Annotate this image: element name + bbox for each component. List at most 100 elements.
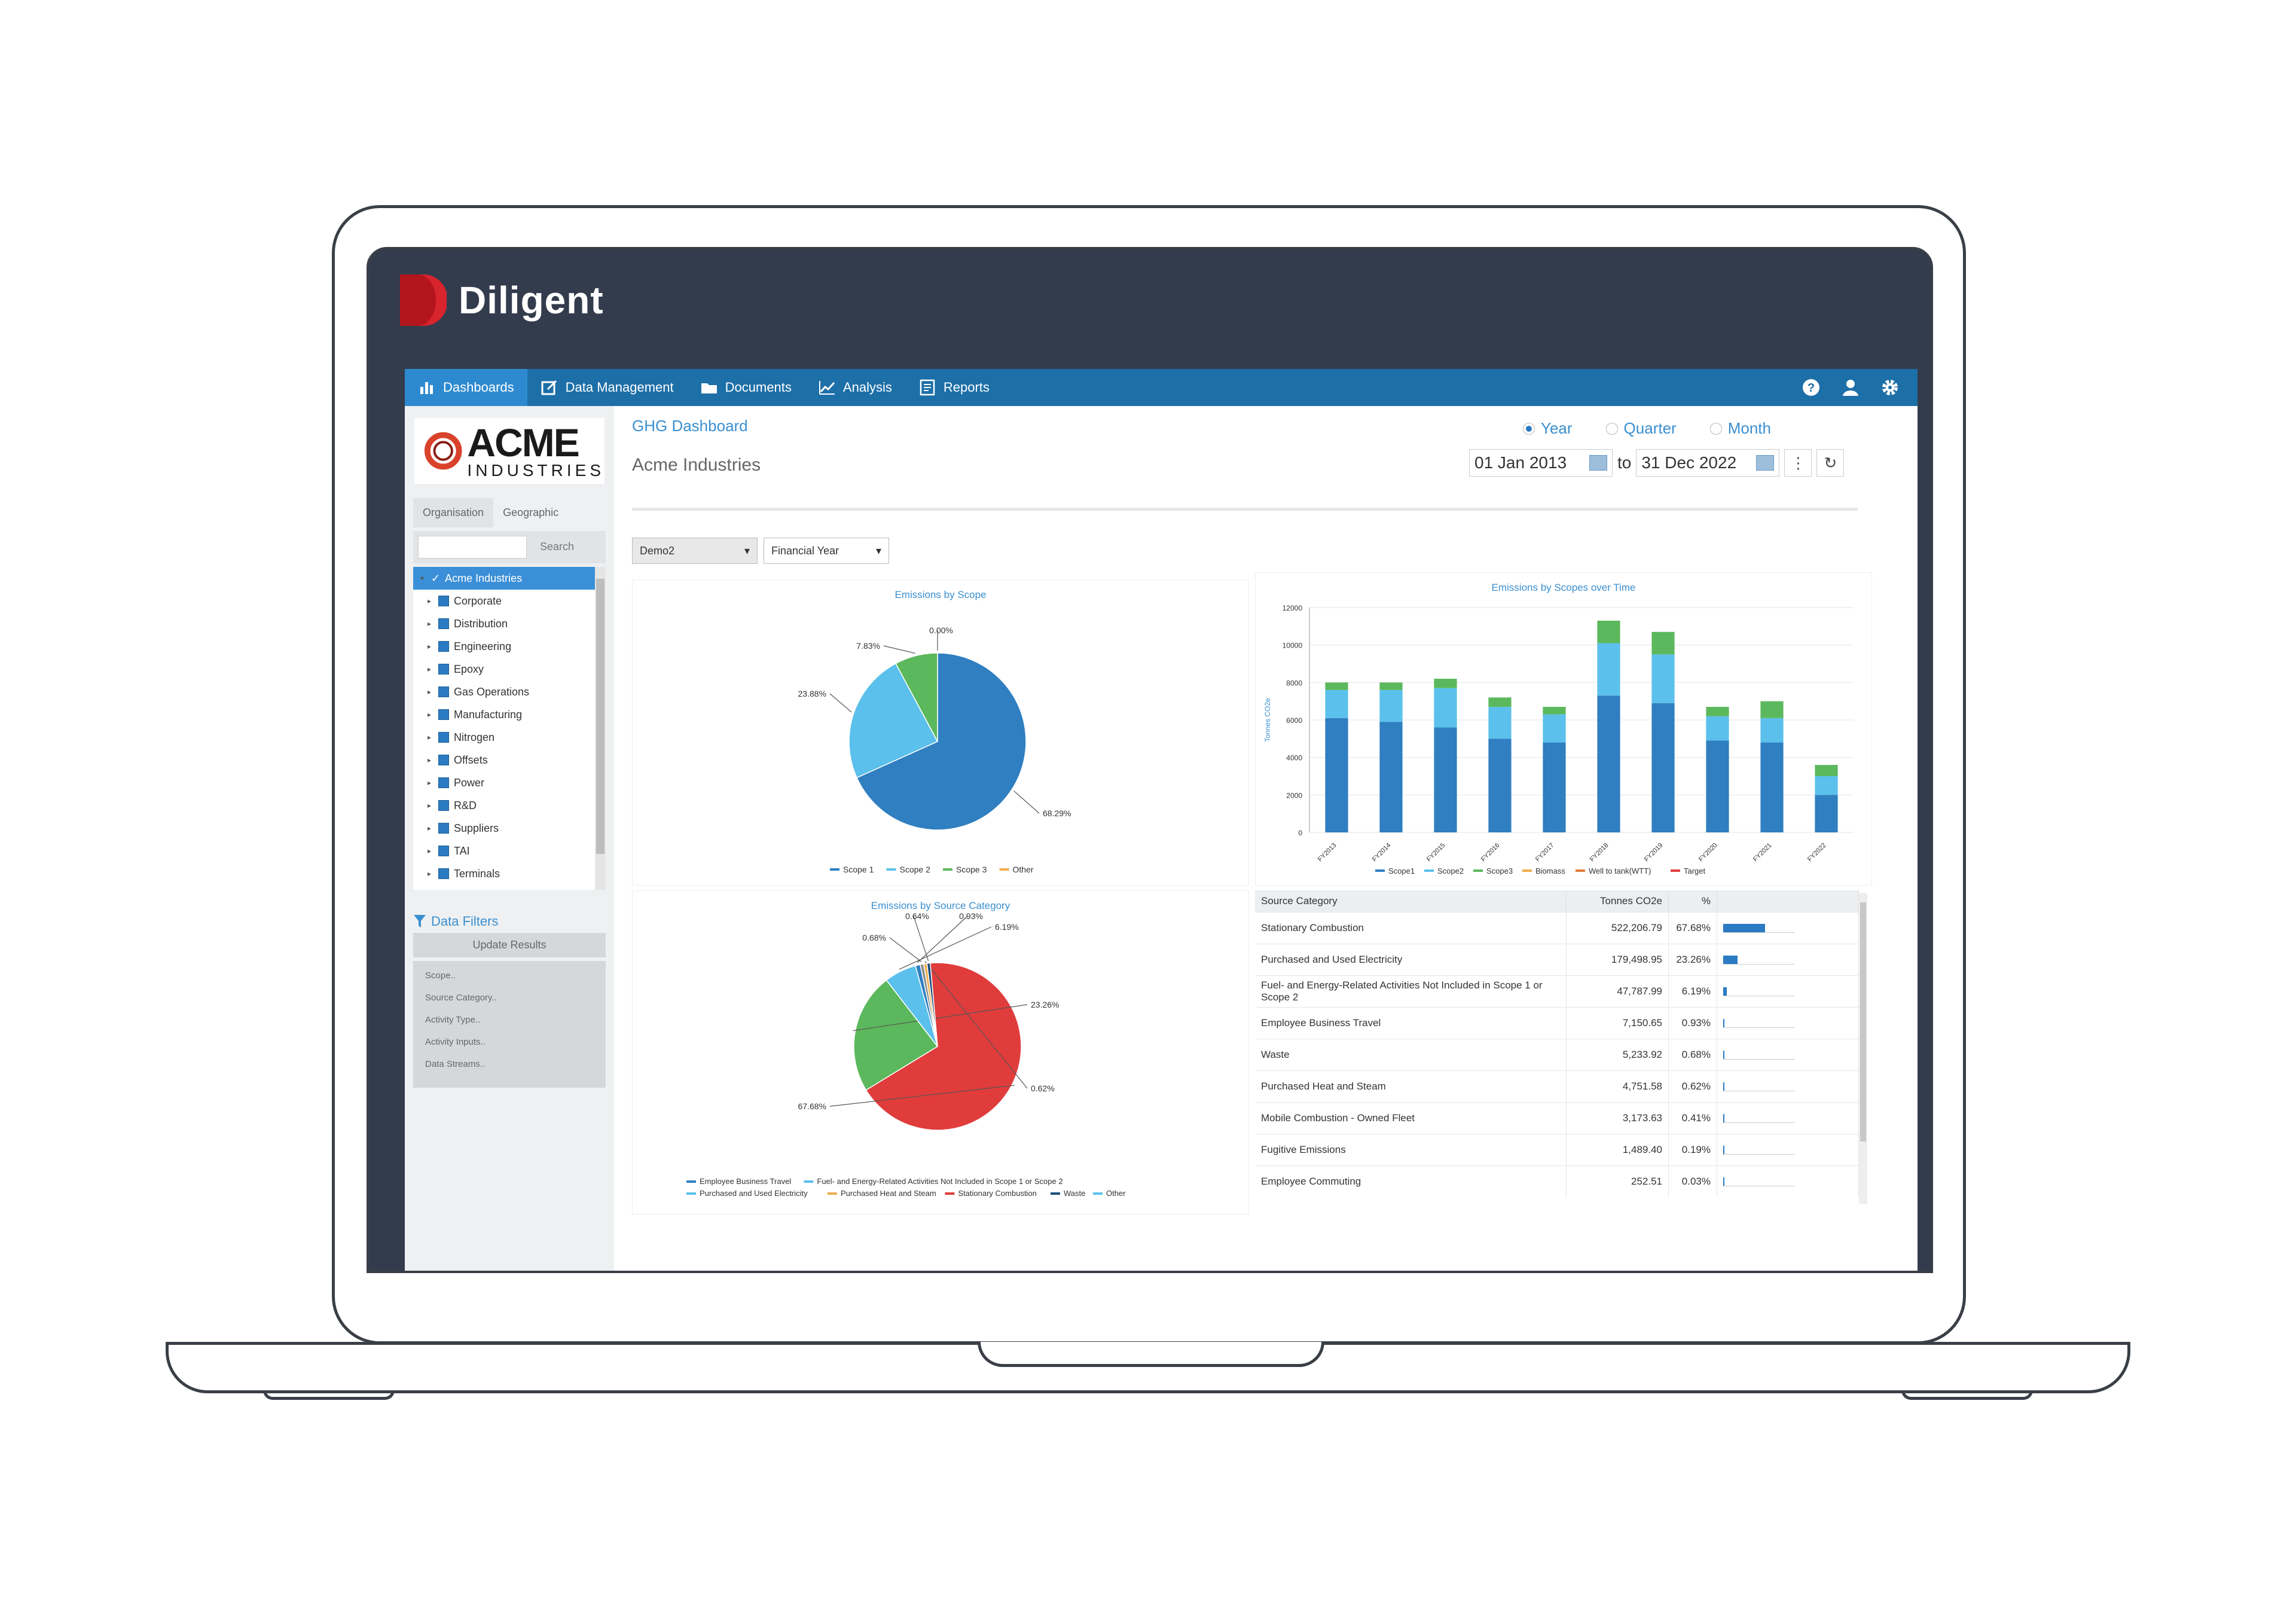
tree-item[interactable]: ▸ Epoxy [413, 658, 606, 681]
help-icon[interactable]: ? [1802, 378, 1821, 397]
year-type-select[interactable]: Financial Year ▾ [764, 538, 889, 564]
bar-segment[interactable] [1651, 631, 1675, 655]
bar-segment[interactable] [1760, 718, 1784, 743]
caret-right-icon[interactable]: ▸ [428, 779, 432, 787]
radio-dot[interactable] [1605, 422, 1618, 435]
checkbox[interactable] [438, 641, 449, 652]
nav-dashboards[interactable]: Dashboards [405, 369, 527, 406]
bar-segment[interactable] [1379, 722, 1403, 832]
tree-item[interactable]: ▸ Power [413, 771, 606, 794]
tab-organisation[interactable]: Organisation [413, 498, 494, 527]
bar-segment[interactable] [1706, 707, 1729, 716]
tree-item-root[interactable]: ▾ ✓ Acme Industries [413, 567, 606, 590]
nav-analysis[interactable]: Analysis [805, 369, 905, 406]
bar-segment[interactable] [1379, 689, 1403, 722]
caret-right-icon[interactable]: ▸ [428, 710, 432, 719]
nav-documents[interactable]: Documents [687, 369, 805, 406]
tree-item[interactable]: ▸ R&D [413, 794, 606, 817]
bar-segment[interactable] [1543, 707, 1566, 715]
radio-dot[interactable] [1709, 422, 1722, 435]
checkbox[interactable] [438, 732, 449, 743]
caret-right-icon[interactable]: ▸ [428, 620, 432, 628]
user-icon[interactable] [1841, 378, 1860, 397]
checkbox[interactable] [438, 846, 449, 856]
filter-scope[interactable]: Scope.. [425, 971, 456, 981]
table-row[interactable]: Fugitive Emissions 1,489.40 0.19% [1255, 1134, 1859, 1166]
bar-segment[interactable] [1543, 742, 1566, 832]
caret-right-icon[interactable]: ▸ [428, 733, 432, 741]
check-icon[interactable]: ✓ [431, 572, 441, 584]
calendar-icon[interactable] [1589, 455, 1607, 471]
checkbox[interactable] [438, 709, 449, 720]
table-row[interactable]: Purchased and Used Electricity 179,498.95… [1255, 944, 1859, 976]
bar-segment[interactable] [1651, 654, 1675, 703]
tree-item[interactable]: ▸ Corporate [413, 590, 606, 612]
tree-scrollbar[interactable] [595, 567, 606, 890]
date-from-field[interactable]: 01 Jan 2013 [1469, 449, 1613, 477]
table-row[interactable]: Mobile Combustion - Owned Fleet 3,173.63 0… [1255, 1102, 1859, 1134]
bar-segment[interactable] [1815, 776, 1838, 795]
tree-scroll-thumb[interactable] [596, 579, 604, 854]
table-row[interactable]: Employee Commuting 252.51 0.03% [1255, 1165, 1859, 1197]
checkbox[interactable] [438, 686, 449, 697]
caret-right-icon[interactable]: ▸ [428, 665, 432, 673]
bar-segment[interactable] [1488, 707, 1512, 739]
caret-right-icon[interactable]: ▸ [428, 869, 432, 878]
checkbox[interactable] [438, 777, 449, 788]
table-row[interactable]: Waste 5,233.92 0.68% [1255, 1039, 1859, 1071]
table-row[interactable]: Employee Business Travel 7,150.65 0.93% [1255, 1007, 1859, 1039]
tree-item[interactable]: ▸ Manufacturing [413, 703, 606, 726]
tree-item[interactable]: ▸ TAI [413, 840, 606, 862]
tree-item[interactable]: ▸ Terminals [413, 862, 606, 885]
more-options-button[interactable]: ⋮ [1784, 449, 1812, 477]
refresh-button[interactable]: ↻ [1816, 449, 1845, 477]
caret-right-icon[interactable]: ▸ [428, 847, 432, 855]
bar-segment[interactable] [1434, 679, 1457, 688]
bar-segment[interactable] [1706, 740, 1729, 832]
table-scroll-thumb[interactable] [1860, 902, 1866, 1142]
tree-item[interactable]: ▸ Offsets [413, 749, 606, 771]
search-button[interactable]: Search [540, 541, 575, 553]
bar-segment[interactable] [1325, 689, 1348, 718]
checkbox[interactable] [438, 596, 449, 606]
bar-segment[interactable] [1325, 682, 1348, 690]
checkbox[interactable] [438, 755, 449, 765]
pie-slice[interactable] [856, 652, 1027, 831]
table-row[interactable]: Fuel- and Energy-Related Activities Not … [1255, 975, 1859, 1008]
radio-month[interactable]: Month [1709, 419, 1771, 438]
filter-data-streams[interactable]: Data Streams.. [425, 1059, 486, 1069]
caret-right-icon[interactable]: ▸ [428, 597, 432, 605]
tree-item[interactable]: ▸ Gas Operations [413, 681, 606, 703]
bar-segment[interactable] [1651, 703, 1675, 832]
bar-segment[interactable] [1760, 742, 1784, 832]
col-header-category[interactable]: Source Category [1255, 890, 1567, 913]
bar-segment[interactable] [1325, 718, 1348, 832]
table-row[interactable]: Stationary Combustion 522,206.79 67.68% [1255, 912, 1859, 944]
table-row[interactable]: Purchased Heat and Steam 4,751.58 0.62% [1255, 1070, 1859, 1103]
pie-slice[interactable] [926, 962, 938, 1047]
caret-down-icon[interactable]: ▾ [420, 574, 425, 582]
tree-item[interactable]: ▸ Nitrogen [413, 726, 606, 749]
radio-year[interactable]: Year [1523, 419, 1573, 438]
col-header-pct[interactable]: % [1668, 890, 1717, 913]
tree-item[interactable]: ▸ Suppliers [413, 817, 606, 840]
pie-slice[interactable] [895, 652, 938, 742]
bar-segment[interactable] [1434, 688, 1457, 728]
col-header-tonnes[interactable]: Tonnes CO2e [1566, 890, 1669, 913]
bar-segment[interactable] [1597, 695, 1620, 832]
bar-segment[interactable] [1815, 765, 1838, 776]
caret-right-icon[interactable]: ▸ [428, 688, 432, 696]
search-input[interactable] [418, 536, 527, 559]
bar-segment[interactable] [1488, 697, 1512, 707]
checkbox[interactable] [438, 868, 449, 879]
update-results-button[interactable]: Update Results [413, 933, 606, 957]
pie-slice[interactable] [853, 979, 939, 1091]
tab-geographic[interactable]: Geographic [493, 498, 569, 527]
checkbox[interactable] [438, 800, 449, 811]
settings-icon[interactable] [1880, 378, 1900, 397]
calendar-icon[interactable] [1756, 455, 1775, 471]
bar-segment[interactable] [1488, 739, 1512, 832]
caret-right-icon[interactable]: ▸ [428, 824, 432, 832]
bar-segment[interactable] [1597, 643, 1620, 696]
bar-segment[interactable] [1379, 682, 1403, 690]
